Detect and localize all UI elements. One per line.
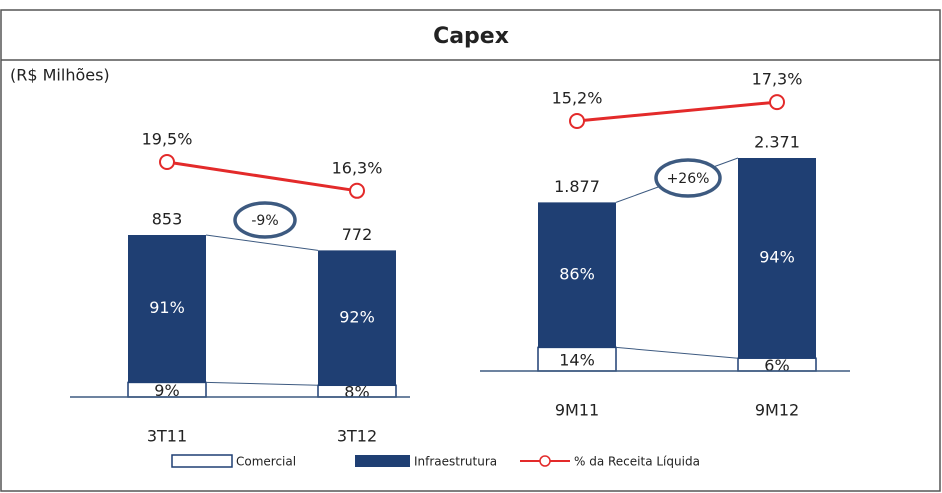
connector [205,381,319,386]
legend-label: % da Receita Líquida [574,455,700,469]
growth-label: -9% [251,213,278,229]
connector [615,346,739,359]
segment-label: 94% [759,248,795,267]
infra-segment [538,202,616,348]
segment-label: 14% [559,351,595,370]
x-tick-label: 3T11 [147,427,187,446]
subtitle: (R$ Milhões) [10,66,110,85]
legend-swatch [539,455,551,467]
x-tick-label: 9M12 [755,401,799,420]
frame [0,9,941,492]
infra-segment [318,250,396,386]
segment-label: 91% [149,298,185,317]
segment-label: 9% [154,381,179,400]
percent-point [159,154,175,170]
segment-label: 8% [344,383,369,402]
percent-point [349,182,365,199]
percent-label: 19,5% [142,130,193,149]
infra-segment [738,158,816,359]
growth-label: +26% [667,171,710,187]
total-label: 853 [152,210,183,229]
percent-point [569,113,585,129]
segment-label: 86% [559,264,595,283]
percent-label: 15,2% [552,89,603,108]
percent-line [576,100,778,123]
x-tick-label: 3T12 [337,427,377,446]
total-label: 772 [342,225,373,244]
connector [205,234,319,251]
legend-swatch [355,455,410,467]
total-label: 1.877 [554,177,600,196]
infra-segment [128,235,206,383]
segment-label: 92% [339,307,375,326]
percent-label: 17,3% [752,70,803,89]
legend-label: Comercial [236,455,296,469]
growth-ellipse [233,201,297,239]
percent-label: 16,3% [332,158,383,177]
total-label: 2.371 [754,133,800,152]
legend-swatch [171,454,233,468]
x-tick-label: 9M11 [555,401,599,420]
percent-line [166,160,358,193]
legend-label: Infraestrutura [414,455,497,469]
percent-point [769,94,785,111]
chart-title: Capex [433,24,509,49]
growth-ellipse [654,158,722,198]
segment-label: 6% [764,356,789,375]
